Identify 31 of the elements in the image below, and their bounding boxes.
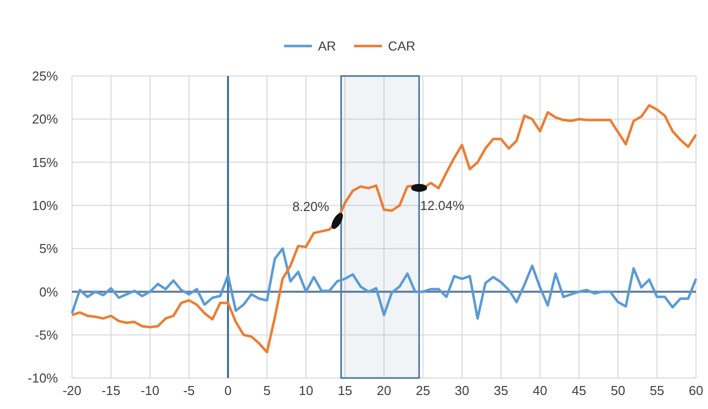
- y-tick-label: -5%: [34, 327, 58, 342]
- x-tick-label: 50: [610, 383, 626, 398]
- legend-label: AR: [318, 38, 336, 54]
- x-tick-label: 60: [688, 383, 704, 398]
- y-tick-label: -10%: [28, 370, 58, 386]
- x-tick-label: 45: [572, 383, 586, 398]
- y-tick-label: 5%: [39, 241, 58, 256]
- y-tick-label: 0%: [39, 284, 58, 300]
- x-tick-label: 20: [376, 383, 392, 398]
- y-tick-label: 10%: [32, 198, 58, 213]
- legend-label: CAR: [388, 38, 416, 54]
- line-series: [70, 247, 698, 320]
- x-tick-label: 0: [224, 383, 232, 398]
- x-tick-label: -15: [102, 383, 120, 398]
- annotation: 12.04%: [420, 198, 465, 213]
- y-tick-label: 15%: [32, 154, 58, 170]
- x-tick-label: 10: [298, 383, 314, 398]
- x-tick-label: 30: [454, 383, 470, 398]
- x-tick-label: -10: [140, 383, 160, 398]
- x-tick-label: 5: [263, 383, 271, 398]
- x-tick-label: -5: [183, 383, 195, 398]
- line-series: [70, 104, 698, 354]
- x-tick-label: 15: [338, 383, 352, 398]
- x-tick-label: 35: [494, 383, 508, 398]
- y-tick-label: 25%: [32, 68, 58, 84]
- x-tick-label: 25: [416, 383, 430, 398]
- x-tick-label: 55: [650, 383, 664, 398]
- x-tick-label: -20: [62, 383, 82, 398]
- x-tick-label: 40: [532, 383, 548, 398]
- y-tick-label: 20%: [32, 112, 58, 127]
- annotation: 8.20%: [292, 198, 330, 214]
